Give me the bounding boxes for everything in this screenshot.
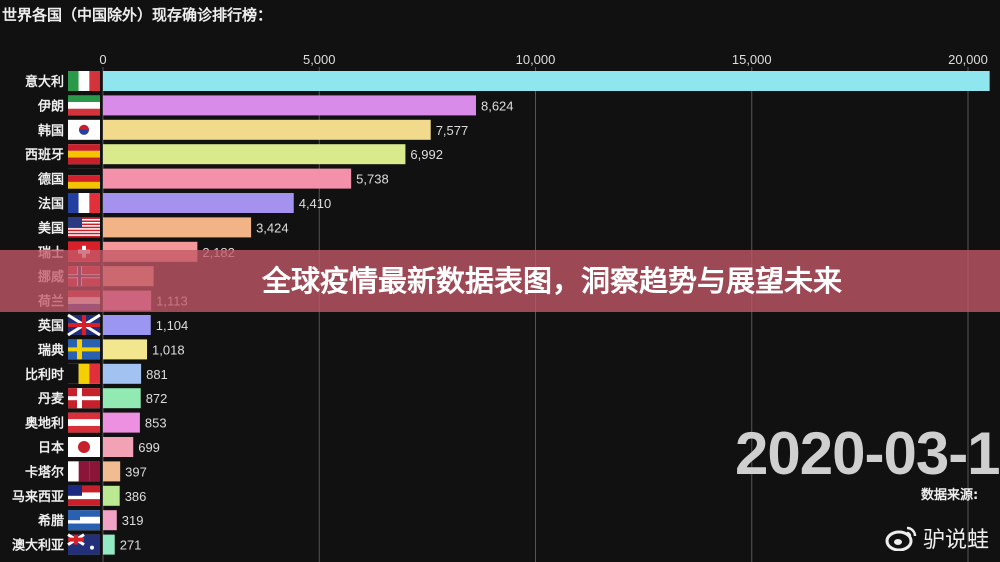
bar — [103, 217, 252, 238]
value-label: 881 — [146, 367, 168, 382]
value-label: 271 — [120, 538, 142, 553]
flag-qa-icon — [68, 461, 100, 482]
source-label: 数据来源: — [921, 488, 979, 503]
value-label: 5,738 — [356, 172, 389, 187]
flag-fr-icon — [68, 193, 100, 213]
bar — [103, 534, 115, 555]
flag-ir-icon — [68, 95, 100, 116]
bar-row: 马来西亚 386 — [12, 485, 147, 506]
country-label: 马来西亚 — [12, 489, 64, 505]
flag-be-icon — [68, 363, 100, 384]
bar — [103, 388, 141, 409]
overlay-banner: 全球疫情最新数据表图，洞察趋势与展望未来 — [0, 250, 1000, 312]
value-label: 6,992 — [410, 147, 443, 162]
value-label: 3,424 — [256, 220, 289, 235]
bar — [103, 412, 140, 433]
bar-row: 比利时 881 — [25, 363, 168, 384]
flag-us-icon — [68, 217, 100, 238]
bar — [103, 363, 142, 384]
flag-kr-icon — [68, 119, 100, 140]
value-label: 872 — [146, 391, 168, 406]
x-tick-label: 5,000 — [303, 52, 336, 67]
flag-se-icon — [68, 339, 100, 360]
bar-row: 美国 3,424 — [38, 217, 289, 238]
country-label: 德国 — [38, 172, 64, 188]
bar — [103, 144, 406, 165]
value-label: 699 — [138, 440, 160, 455]
bar-row: 瑞典 1,018 — [38, 339, 185, 360]
country-label: 希腊 — [38, 513, 64, 529]
bar-row: 日本 699 — [38, 437, 160, 457]
bar-row: 英国 1,104 — [37, 313, 189, 337]
bar — [103, 461, 121, 482]
country-label: 日本 — [38, 440, 64, 456]
x-tick-label: 15,000 — [732, 52, 772, 67]
value-label: 4,410 — [299, 196, 332, 211]
country-label: 澳大利亚 — [12, 538, 64, 554]
bar-row: 韩国 7,577 — [38, 119, 469, 140]
flag-gb-icon — [67, 313, 101, 337]
date-label: 2020-03-1 — [735, 420, 1000, 487]
value-label: 386 — [125, 489, 147, 504]
bar — [103, 485, 120, 506]
x-tick-label: 10,000 — [516, 52, 556, 67]
value-label: 8,624 — [481, 98, 514, 113]
country-label: 卡塔尔 — [25, 464, 64, 480]
weibo-icon — [885, 526, 917, 551]
flag-gr-icon — [68, 510, 100, 531]
country-label: 英国 — [37, 318, 64, 334]
country-label: 奥地利 — [25, 416, 64, 432]
bar-row: 希腊 319 — [38, 510, 144, 531]
country-label: 美国 — [38, 220, 64, 236]
country-label: 伊朗 — [37, 98, 64, 114]
country-label: 韩国 — [38, 123, 64, 139]
bar — [103, 95, 476, 116]
country-label: 比利时 — [25, 367, 64, 383]
chart-title: 世界各国（中国除外）现存确诊排行榜： — [2, 6, 273, 24]
country-label: 瑞典 — [38, 342, 64, 358]
value-label: 853 — [145, 416, 167, 431]
value-label: 1,104 — [156, 318, 189, 333]
bar-row: 卡塔尔 397 — [25, 461, 147, 482]
bar — [103, 510, 117, 531]
flag-my-icon — [68, 485, 100, 506]
bar — [103, 71, 990, 91]
banner-text: 全球疫情最新数据表图，洞察趋势与展望未来 — [262, 264, 843, 298]
bar — [103, 193, 294, 213]
flag-at-icon — [68, 412, 100, 433]
bar — [103, 168, 352, 189]
flag-dk-icon — [68, 388, 100, 409]
bar — [103, 315, 151, 335]
flag-jp-icon — [68, 437, 100, 457]
bar-row: 法国 4,410 — [38, 193, 331, 213]
bar-row: 伊朗 8,624 — [37, 95, 514, 116]
value-label: 7,577 — [436, 123, 469, 138]
country-label: 法国 — [38, 196, 64, 212]
x-tick-label: 20,000 — [948, 52, 988, 67]
value-label: 319 — [122, 513, 144, 528]
country-label: 丹麦 — [38, 391, 65, 407]
country-label: 西班牙 — [25, 147, 64, 163]
value-label: 397 — [125, 464, 147, 479]
watermark-text: 驴说蛙 — [923, 528, 990, 553]
flag-au-icon — [67, 533, 100, 555]
country-label: 意大利 — [25, 74, 64, 90]
bar-row: 丹麦 872 — [38, 388, 168, 409]
bar-row: 西班牙 6,992 — [25, 144, 443, 165]
flag-it-icon — [68, 71, 100, 91]
value-label: 1,018 — [152, 342, 185, 357]
watermark: 驴说蛙 — [885, 522, 989, 554]
bar — [103, 119, 431, 140]
flag-es-icon — [68, 144, 100, 165]
bar-row: 意大利 — [25, 71, 990, 91]
bar-row: 德国 5,738 — [38, 168, 389, 189]
flag-de-icon — [68, 168, 100, 189]
bar — [103, 437, 134, 457]
bar — [103, 339, 148, 360]
bar-row: 澳大利亚 271 — [12, 533, 142, 555]
x-tick-label: 0 — [99, 52, 106, 67]
bar-row: 奥地利 853 — [25, 412, 167, 433]
